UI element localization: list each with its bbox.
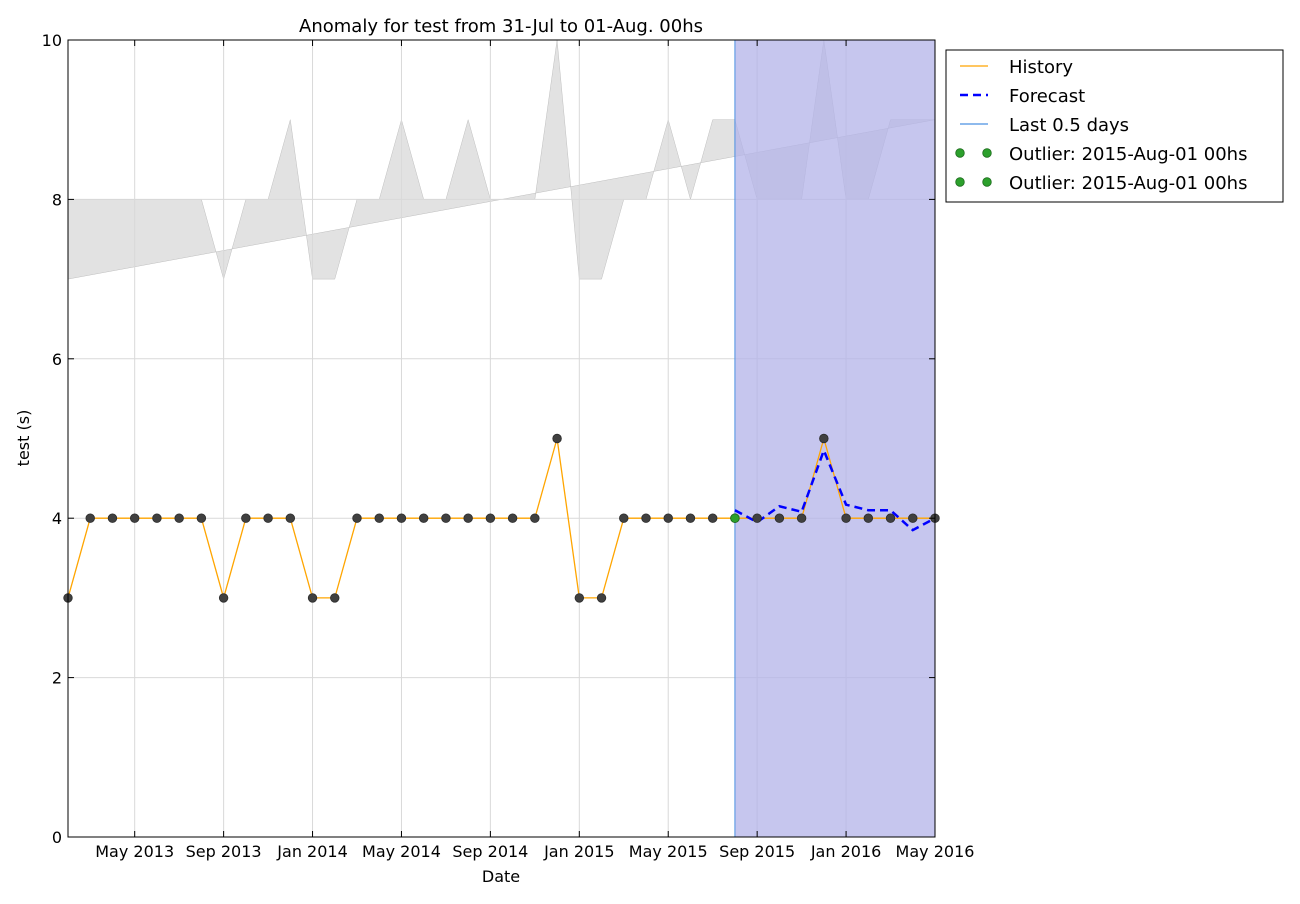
- history-point: [396, 513, 407, 523]
- y-tick-label: 6: [52, 350, 62, 369]
- legend-marker: [955, 148, 965, 158]
- y-tick-label: 8: [52, 190, 62, 209]
- history-point: [841, 513, 851, 523]
- history-point: [263, 513, 273, 523]
- history-point: [796, 513, 807, 523]
- x-tick-label: May 2016: [896, 842, 975, 861]
- x-axis-label: Date: [482, 867, 520, 886]
- history-point: [152, 513, 162, 523]
- history-point: [196, 513, 207, 523]
- history-point: [774, 513, 785, 523]
- history-point: [129, 513, 140, 523]
- legend-label: Last 0.5 days: [1009, 115, 1129, 136]
- history-point: [663, 513, 673, 523]
- history-point: [285, 513, 296, 523]
- legend-label: Outlier: 2015-Aug-01 00hs: [1009, 144, 1247, 165]
- history-point: [685, 513, 696, 523]
- x-tick-label: Jan 2016: [810, 842, 881, 861]
- history-point: [619, 513, 629, 523]
- y-tick-label: 4: [52, 509, 62, 528]
- legend-box: [945, 49, 1284, 203]
- legend-marker: [982, 177, 992, 187]
- history-point: [485, 513, 496, 523]
- history-point: [241, 513, 251, 523]
- history-point: [819, 433, 829, 444]
- plot-frame: [67, 39, 936, 838]
- history-point: [107, 513, 118, 523]
- series-layer: [63, 433, 940, 603]
- history-point: [885, 513, 896, 523]
- legend-label: History: [1009, 57, 1073, 78]
- y-tick-label: 2: [52, 669, 62, 688]
- history-point: [85, 513, 95, 523]
- history-line: [67, 436, 935, 601]
- forecast-line: [734, 446, 936, 532]
- legend-marker: [955, 177, 965, 187]
- axis-layer: 0 2 4 6 8 10 May 2013 Sep 2013 Jan 2014 May 2014 S…: [42, 31, 975, 861]
- history-point: [530, 513, 540, 523]
- history-point: [552, 433, 562, 444]
- last-period-shade: [734, 40, 935, 837]
- x-tick-label: Sep 2014: [452, 842, 528, 861]
- y-tick-label: 10: [42, 31, 62, 50]
- history-point: [574, 593, 585, 603]
- y-tick-label: 0: [52, 828, 62, 847]
- history-point: [218, 593, 229, 603]
- history-point: [352, 513, 362, 523]
- outlier-point: [730, 513, 740, 523]
- x-tick-label: May 2013: [95, 842, 174, 861]
- history-point: [418, 513, 429, 523]
- legend-label: Forecast: [1009, 86, 1085, 107]
- history-point: [908, 513, 918, 523]
- history-point: [330, 593, 340, 603]
- history-point: [752, 513, 762, 523]
- legend-marker: [982, 148, 992, 158]
- x-tick-label: May 2014: [362, 842, 441, 861]
- y-axis-label: test (s): [14, 410, 33, 467]
- x-tick-label: Sep 2013: [186, 842, 262, 861]
- history-point: [707, 513, 718, 523]
- x-tick-label: Jan 2014: [276, 842, 347, 861]
- history-point: [863, 513, 874, 523]
- legend: History Forecast Last 0.5 days Outlier: 201…: [945, 49, 1284, 203]
- history-point: [374, 513, 384, 523]
- history-point: [463, 513, 473, 523]
- history-point: [641, 513, 651, 523]
- history-point: [307, 593, 318, 603]
- chart-title: Anomaly for test from 31-Jul to 01-Aug. …: [299, 16, 703, 37]
- history-point: [441, 513, 451, 523]
- x-tick-label: Jan 2015: [543, 842, 614, 861]
- history-point: [596, 593, 607, 603]
- x-tick-label: May 2015: [629, 842, 708, 861]
- history-point: [507, 513, 518, 523]
- legend-label: Outlier: 2015-Aug-01 00hs: [1009, 173, 1247, 194]
- last-period-layer: [734, 40, 935, 837]
- x-tick-label: Sep 2015: [719, 842, 795, 861]
- history-point: [174, 513, 184, 523]
